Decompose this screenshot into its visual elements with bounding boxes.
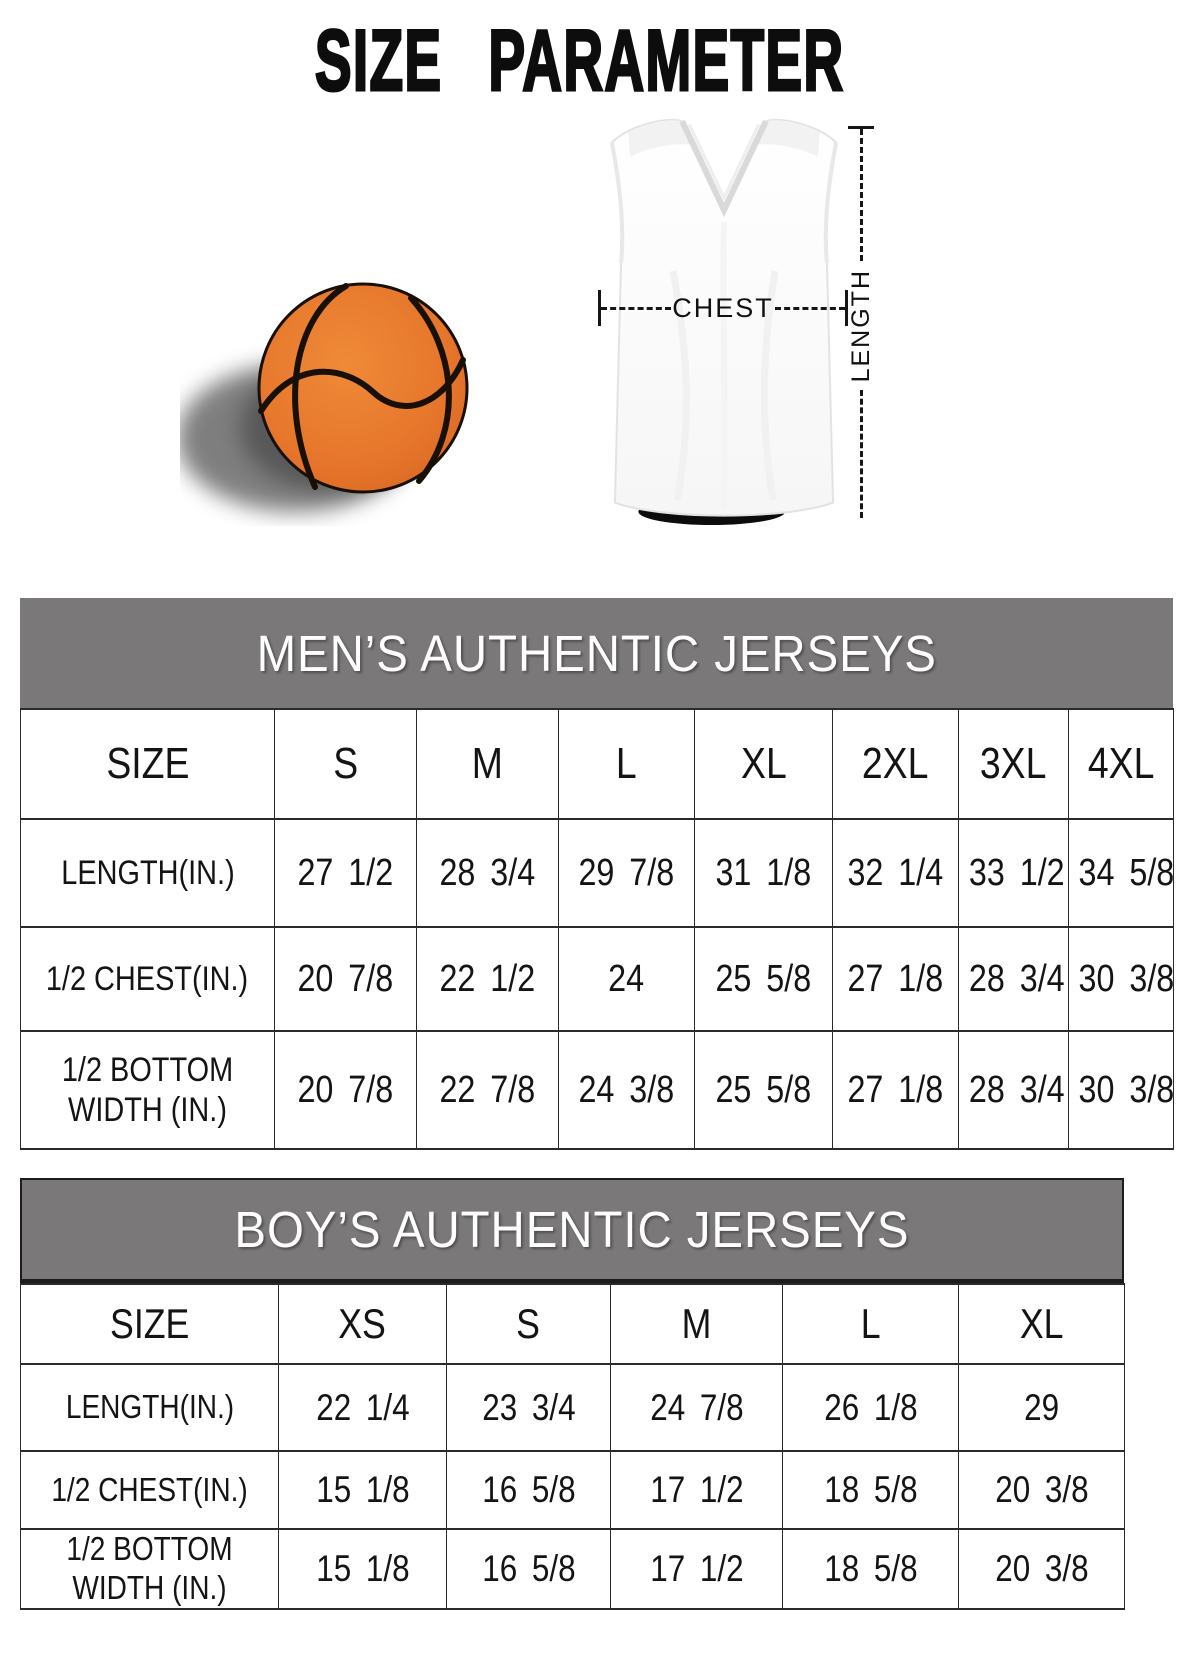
size-value: 29: [958, 1363, 1125, 1452]
size-value: 20 7/8: [274, 1030, 417, 1150]
page-title-text: SIZE PARAMETER: [314, 13, 845, 109]
boys-table-title-band: BOY’S AUTHENTIC JERSEYS: [20, 1178, 1124, 1283]
row-label: 1/2 BOTTOM WIDTH (IN.): [20, 1528, 279, 1610]
size-value: 20 3/8: [958, 1528, 1125, 1610]
size-column-header: SIZE: [20, 1283, 279, 1365]
size-column-header: S: [274, 708, 417, 820]
size-value: 23 3/4: [446, 1363, 611, 1452]
size-column-header: S: [446, 1283, 611, 1365]
boys-row-length: LENGTH(IN.) 22 1/4 23 3/4 24 7/8 26 1/8 …: [20, 1363, 1125, 1452]
chest-measure-line: CHEST: [598, 289, 849, 327]
chest-label: CHEST: [672, 292, 774, 323]
size-value: 22 1/4: [278, 1363, 447, 1452]
measure-tick: [845, 290, 849, 326]
boys-row-half-bottom-width: 1/2 BOTTOM WIDTH (IN.) 15 1/8 16 5/8 17 …: [20, 1528, 1125, 1610]
ball-seam: [292, 283, 349, 490]
ball-seam: [258, 357, 466, 414]
size-value: 24: [558, 926, 695, 1032]
size-value: 32 1/4: [832, 818, 959, 928]
size-value: 28 3/4: [958, 1030, 1069, 1150]
size-value: 16 5/8: [446, 1450, 611, 1530]
size-value: 18 5/8: [782, 1528, 959, 1610]
size-value: 24 7/8: [610, 1363, 783, 1452]
size-value: 25 5/8: [694, 926, 833, 1032]
size-value: 15 1/8: [278, 1450, 447, 1530]
mens-table-title-band: MEN’S AUTHENTIC JERSEYS: [20, 598, 1173, 708]
size-value: 27 1/2: [274, 818, 417, 928]
basketball-image: [180, 282, 469, 512]
mens-table-title: MEN’S AUTHENTIC JERSEYS: [256, 624, 937, 682]
size-value: 24 3/8: [558, 1030, 695, 1150]
boys-table-title: BOY’S AUTHENTIC JERSEYS: [234, 1201, 910, 1258]
ball-body: [257, 282, 469, 494]
size-value: 22 1/2: [416, 926, 559, 1032]
mens-row-half-bottom-width: 1/2 BOTTOM WIDTH (IN.) 20 7/8 22 7/8 24 …: [20, 1030, 1174, 1150]
size-value: 20 3/8: [958, 1450, 1125, 1530]
mens-size-table: SIZE S M L XL 2XL 3XL 4XL LENGTH(IN.) 27…: [20, 708, 1174, 1150]
size-column-header: XL: [694, 708, 833, 820]
size-value: 16 5/8: [446, 1528, 611, 1610]
row-label: 1/2 CHEST(IN.): [20, 1450, 279, 1530]
size-value: 28 3/4: [958, 926, 1069, 1032]
size-column-header: 2XL: [832, 708, 959, 820]
boys-size-table: SIZE XS S M L XL LENGTH(IN.) 22 1/4 23 3…: [20, 1283, 1125, 1610]
row-label: 1/2 CHEST(IN.): [20, 926, 275, 1032]
size-value: 18 5/8: [782, 1450, 959, 1530]
size-value: 30 3/8: [1068, 1030, 1174, 1150]
boys-row-half-chest: 1/2 CHEST(IN.) 15 1/8 16 5/8 17 1/2 18 5…: [20, 1450, 1125, 1530]
size-column-header: SIZE: [20, 708, 275, 820]
row-label: 1/2 BOTTOM WIDTH (IN.): [20, 1030, 275, 1150]
mens-header-row: SIZE S M L XL 2XL 3XL 4XL: [20, 708, 1174, 820]
measure-dash: [859, 129, 863, 261]
size-value: 15 1/8: [278, 1528, 447, 1610]
length-label: LENGTH: [846, 269, 875, 383]
row-label: LENGTH(IN.): [20, 818, 275, 928]
size-column-header: L: [782, 1283, 959, 1365]
size-column-header: XL: [958, 1283, 1125, 1365]
size-column-header: M: [416, 708, 559, 820]
size-value: 25 5/8: [694, 1030, 833, 1150]
size-value: 31 1/8: [694, 818, 833, 928]
size-value: 34 5/8: [1068, 818, 1174, 928]
size-value: 29 7/8: [558, 818, 695, 928]
boys-header-row: SIZE XS S M L XL: [20, 1283, 1125, 1365]
measure-dash: [601, 306, 672, 310]
measure-tick: [598, 290, 601, 326]
ball-seam: [408, 295, 452, 484]
jersey-image: [609, 118, 839, 525]
row-label: LENGTH(IN.): [20, 1363, 279, 1452]
measure-tick: [848, 126, 874, 129]
page-title: SIZE PARAMETER: [0, 13, 1160, 109]
size-value: 26 1/8: [782, 1363, 959, 1452]
size-value: 22 7/8: [416, 1030, 559, 1150]
length-measure-line: LENGTH: [845, 126, 877, 518]
size-value: 17 1/2: [610, 1450, 783, 1530]
mens-row-length: LENGTH(IN.) 27 1/2 28 3/4 29 7/8 31 1/8 …: [20, 818, 1174, 928]
size-column-header: 4XL: [1068, 708, 1174, 820]
size-column-header: 3XL: [958, 708, 1069, 820]
jersey-collar: [679, 119, 769, 218]
size-value: 27 1/8: [832, 1030, 959, 1150]
size-column-header: M: [610, 1283, 783, 1365]
size-value: 30 3/8: [1068, 926, 1174, 1032]
measure-dash: [774, 306, 846, 310]
size-value: 33 1/2: [958, 818, 1069, 928]
mens-row-half-chest: 1/2 CHEST(IN.) 20 7/8 22 1/2 24 25 5/8 2…: [20, 926, 1174, 1032]
measure-dash: [859, 390, 863, 518]
size-column-header: XS: [278, 1283, 447, 1365]
size-value: 28 3/4: [416, 818, 559, 928]
size-value: 27 1/8: [832, 926, 959, 1032]
size-column-header: L: [558, 708, 695, 820]
size-value: 20 7/8: [274, 926, 417, 1032]
size-value: 17 1/2: [610, 1528, 783, 1610]
